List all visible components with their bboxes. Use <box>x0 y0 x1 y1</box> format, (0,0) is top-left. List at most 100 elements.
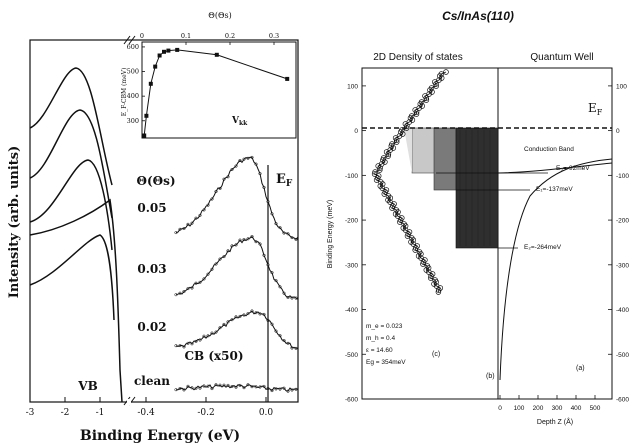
cb-data-point <box>282 231 286 235</box>
inset-y-tick-label: 400 <box>127 92 139 100</box>
cb-data-point <box>226 383 230 387</box>
cb-data-point <box>198 386 202 390</box>
cb-data-point <box>238 158 242 163</box>
dos-data-point <box>427 275 434 281</box>
param-me: m_e = 0.023 <box>366 323 403 330</box>
cb-data-point <box>282 338 286 343</box>
level-label-e0: E₀=-92meV <box>556 165 590 172</box>
inset-y-axis-label: E_F-CBM (meV) <box>121 68 128 117</box>
cb-data-point <box>294 237 298 241</box>
inset-top-tick-label: 0 <box>140 32 144 40</box>
dos-data-point <box>437 73 443 79</box>
left-ef-label: EF <box>276 172 293 189</box>
inset-data-point <box>214 52 219 57</box>
qw-frame <box>497 67 613 400</box>
cb-data-point <box>258 385 262 389</box>
cb-data-point <box>226 320 230 324</box>
dos-data-point <box>443 69 449 75</box>
param-mh: m_h = 0.4 <box>366 335 395 342</box>
vb-label: VB <box>77 379 97 393</box>
left-y-axis-label: Intensity (arb. units) <box>7 146 22 298</box>
right-x-ticks: 0 100 200 300 400 500 <box>498 395 601 412</box>
right-x-axis-label: Depth Z (Å) <box>537 417 573 426</box>
cb-data-point <box>238 314 242 318</box>
dos-curve <box>371 69 449 295</box>
dos-data-point <box>388 143 395 149</box>
inset-data-point <box>148 81 153 86</box>
right-x-tick-label: 300 <box>552 405 563 412</box>
cb-data-point <box>206 203 210 207</box>
cb-data-point <box>190 342 194 346</box>
inset-top-tick-label: 0.3 <box>269 32 279 40</box>
cb-data-point <box>234 243 238 247</box>
dos-data-point <box>385 151 392 157</box>
cb-data-point <box>242 157 246 161</box>
right-x-tick-label: 500 <box>590 405 601 412</box>
cb-data-point <box>274 387 278 391</box>
cb-data-point <box>186 341 190 345</box>
cb-data-point <box>214 262 218 266</box>
cb-data-point <box>206 272 210 276</box>
cb-data-point <box>270 389 274 393</box>
dos-data-point <box>417 101 424 107</box>
right-y-tick-label-left: -300 <box>345 262 358 269</box>
dos-data-point <box>435 289 442 295</box>
inset-line <box>143 49 288 136</box>
cb-data-point <box>218 326 222 330</box>
cb-data-point <box>202 384 206 388</box>
cb-data-point <box>290 236 294 240</box>
cb-data-point <box>254 240 258 244</box>
dos-curve-line <box>374 71 447 293</box>
cb-spectra <box>174 155 299 393</box>
vb-curve-003 <box>29 109 113 219</box>
inset-data-point <box>285 76 290 81</box>
dos-data-point <box>380 157 386 163</box>
cb-data-point <box>178 344 182 348</box>
cb-data-point <box>246 156 250 160</box>
cb-data-point <box>206 334 210 338</box>
dos-data-point <box>389 205 395 211</box>
cb-data-point <box>186 222 190 226</box>
vb-curve-005 <box>29 67 113 186</box>
left-x-tick-label: -1 <box>96 408 105 418</box>
cb-data-point <box>194 339 198 343</box>
inset-data-point <box>175 47 180 52</box>
cb-data-point <box>286 232 290 236</box>
right-x-tick-label: 100 <box>514 405 525 412</box>
inset-data-point <box>162 49 166 54</box>
right-y-tick-label-left: -100 <box>345 173 358 180</box>
inset-y-tick-label: 300 <box>127 117 139 125</box>
inset-data-point <box>142 133 147 138</box>
inset-frame <box>141 41 297 139</box>
left-x-tick-label: 0.0 <box>259 408 274 418</box>
inset-top-tick-label: 0.1 <box>181 32 191 40</box>
cb-data-point <box>234 385 238 389</box>
left-panel: -3 -2 -1 -0.4 -0.2 0.0 Intensity (arb. units)… <box>7 11 299 444</box>
cb-data-point <box>250 155 254 159</box>
right-x-tick-label: 0 <box>498 405 502 412</box>
dos-data-point <box>435 287 442 293</box>
cb-data-point <box>226 249 230 253</box>
cb-data-point <box>278 387 282 391</box>
cb-data-point <box>174 388 178 392</box>
left-x-tick-label: -2 <box>61 408 70 418</box>
cb-data-point <box>174 344 178 348</box>
cb-data-point <box>278 226 282 230</box>
cb-data-point <box>238 238 242 242</box>
cb-data-point <box>234 315 238 319</box>
right-x-tick-label: 200 <box>533 405 544 412</box>
level-label-e2: E₂=-264meV <box>524 244 562 251</box>
cb-data-point <box>174 231 178 235</box>
cb-data-point <box>254 311 258 315</box>
dos-step-0-taper <box>404 128 412 173</box>
cb-data-point <box>202 208 206 212</box>
coverage-label-clean: clean <box>134 374 170 388</box>
right-y-tick-label-right: -500 <box>616 352 629 359</box>
right-y-tick-label-right: -200 <box>616 218 629 225</box>
dos-data-point <box>413 111 420 117</box>
right-y-tick-label-right: 0 <box>616 128 620 135</box>
cb-data-point <box>250 309 254 313</box>
dos-data-point <box>385 153 391 159</box>
cb-data-point <box>194 216 198 220</box>
